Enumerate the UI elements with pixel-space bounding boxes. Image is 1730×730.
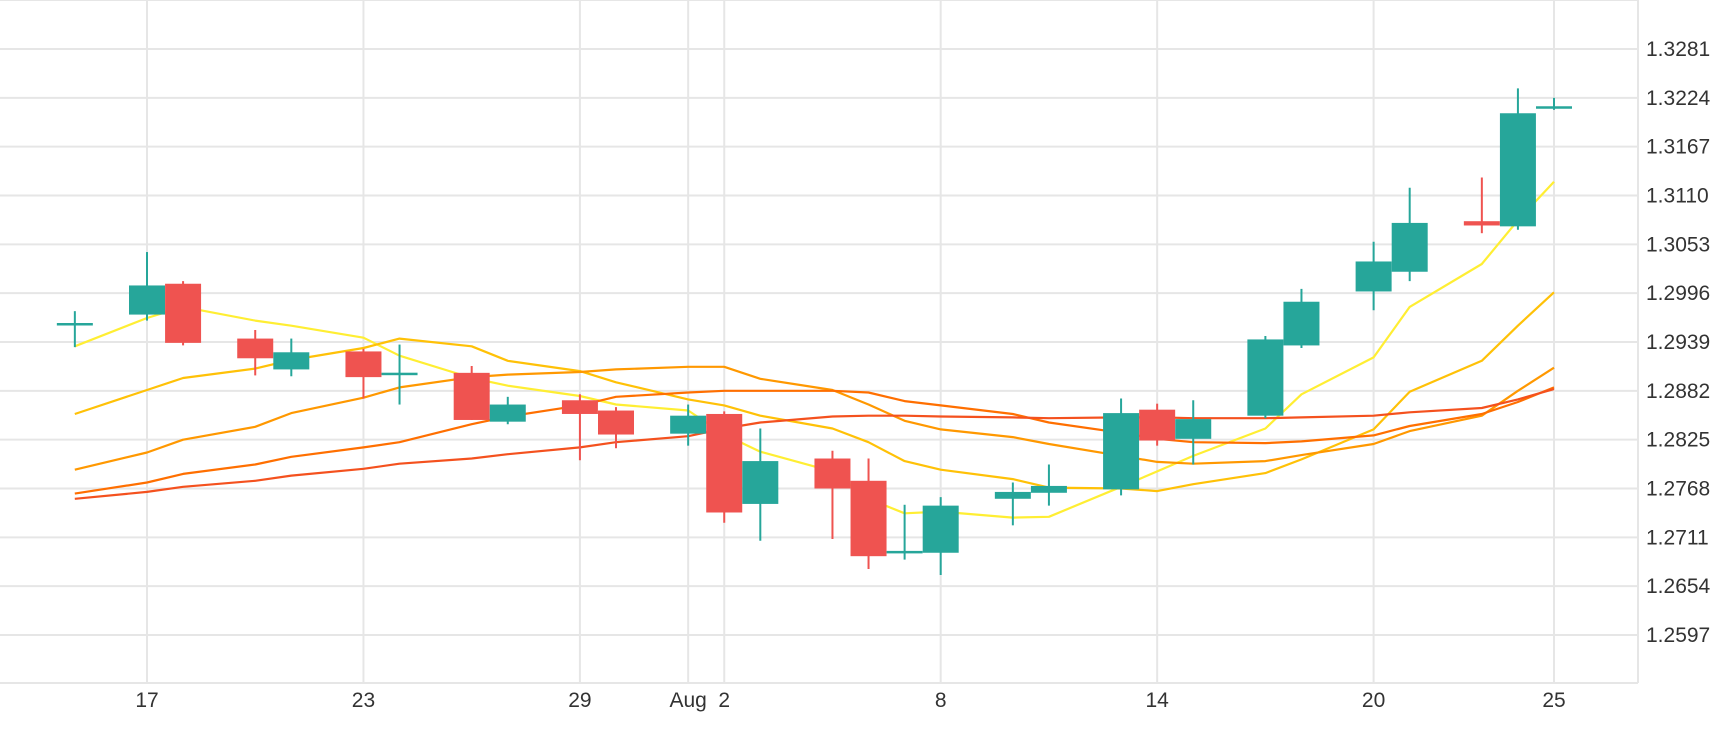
moving-average-line-3 — [74, 365, 1555, 471]
candle-body — [922, 505, 959, 553]
candle — [1139, 403, 1176, 446]
candle-body — [994, 491, 1031, 499]
candle-body — [237, 338, 274, 359]
candle — [1536, 97, 1572, 110]
x-tick-label: 2 — [718, 689, 730, 712]
candle — [273, 338, 310, 377]
y-tick-label: 1.3224 — [1646, 87, 1711, 110]
candle-body — [1103, 413, 1140, 490]
candle-body — [1247, 339, 1284, 416]
candle — [670, 404, 707, 446]
y-tick-label: 1.3281 — [1646, 38, 1710, 61]
candle — [598, 407, 634, 449]
candle-body — [742, 461, 779, 504]
candle — [850, 458, 887, 570]
candles — [56, 88, 1572, 576]
candle — [922, 497, 959, 576]
y-tick-label: 1.2996 — [1646, 282, 1710, 305]
candle-body — [129, 285, 165, 315]
x-axis-ticks: 17 23 29 Aug 2 8 14 20 25 — [135, 689, 1565, 712]
candle — [1175, 400, 1212, 465]
candle — [345, 348, 382, 399]
x-tick-label: 29 — [568, 689, 591, 712]
y-tick-label: 1.3167 — [1646, 136, 1710, 159]
candle-body — [345, 351, 382, 378]
x-tick-label: 8 — [935, 689, 947, 712]
candle — [1355, 241, 1392, 311]
candle-body — [1536, 106, 1572, 109]
grid — [0, 0, 1639, 684]
y-axis-ticks: 1.3281 1.3224 1.3167 1.3110 1.3053 1.2996 1.29… — [1646, 38, 1711, 647]
x-tick-label: 20 — [1362, 689, 1385, 712]
candle — [1247, 336, 1284, 419]
candle-body — [1463, 221, 1500, 226]
candle — [1030, 464, 1067, 506]
candle-body — [1283, 301, 1320, 346]
candle-body — [489, 404, 526, 422]
candle-body — [1030, 485, 1067, 493]
candle — [706, 411, 743, 523]
moving-average-lines — [74, 181, 1555, 519]
candle-body — [850, 480, 887, 557]
candle — [561, 394, 598, 461]
y-tick-label: 1.2825 — [1646, 429, 1710, 452]
candle — [994, 482, 1031, 526]
candle-body — [381, 372, 418, 376]
candle — [1283, 288, 1320, 348]
y-tick-label: 1.2654 — [1646, 575, 1711, 598]
x-tick-label: Aug — [669, 689, 706, 712]
x-tick-label: 23 — [352, 689, 375, 712]
candle-body — [56, 323, 93, 326]
y-tick-label: 1.2768 — [1646, 478, 1710, 501]
candle-body — [1499, 113, 1536, 227]
candle — [237, 330, 274, 376]
candle — [489, 396, 526, 425]
y-tick-label: 1.2939 — [1646, 331, 1710, 354]
y-tick-label: 1.2597 — [1646, 624, 1710, 647]
candle-body — [670, 415, 707, 434]
candle — [742, 428, 779, 541]
candle-body — [1391, 222, 1428, 272]
candle-body — [1175, 419, 1212, 439]
candle-body — [453, 372, 490, 420]
x-tick-label: 25 — [1542, 689, 1565, 712]
candle-body — [273, 352, 310, 370]
candle-body — [1139, 409, 1176, 441]
y-tick-label: 1.3053 — [1646, 233, 1710, 256]
candle-body — [598, 410, 634, 435]
candle-body — [561, 400, 598, 414]
candle — [165, 281, 202, 346]
candle — [56, 311, 93, 348]
candle-body — [1355, 261, 1392, 292]
moving-average-line-5 — [74, 388, 1555, 500]
candle — [1103, 398, 1140, 496]
candle-body — [886, 550, 923, 554]
candle — [129, 252, 165, 321]
candle — [886, 504, 923, 560]
candle — [381, 344, 418, 405]
candle-body — [165, 283, 202, 343]
x-tick-label: 17 — [135, 689, 158, 712]
y-tick-label: 1.2882 — [1646, 380, 1710, 403]
candle-body — [706, 413, 743, 513]
x-tick-label: 14 — [1145, 689, 1169, 712]
moving-average-line-4 — [74, 386, 1555, 495]
candle-body — [814, 458, 851, 489]
candle — [814, 450, 851, 540]
candle — [1391, 187, 1428, 282]
candle — [1499, 88, 1536, 230]
y-tick-label: 1.2711 — [1646, 526, 1709, 549]
moving-average-line-1 — [74, 181, 1555, 519]
candle — [453, 365, 490, 420]
moving-average-line-2 — [74, 291, 1555, 493]
candle — [1463, 177, 1500, 234]
y-tick-label: 1.3110 — [1646, 185, 1709, 208]
